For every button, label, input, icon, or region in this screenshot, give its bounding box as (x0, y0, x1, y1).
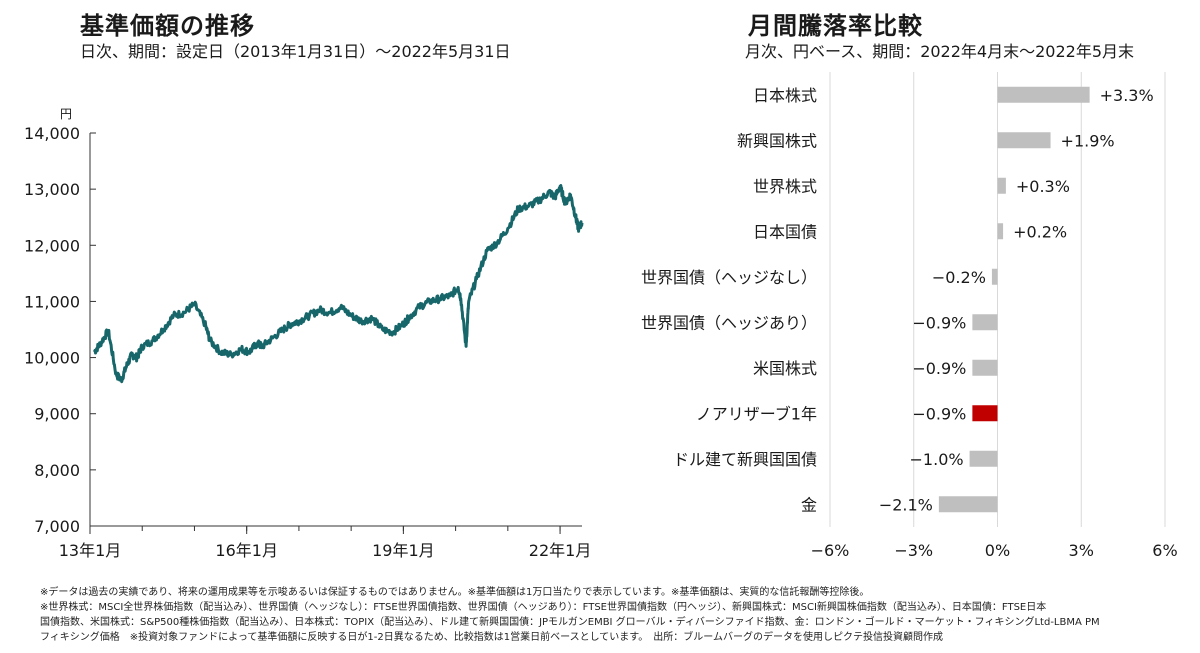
x-tick-label: −3% (894, 541, 933, 560)
bar (991, 268, 998, 285)
y-tick-label: 10,000 (24, 349, 80, 368)
data-label: +3.3% (1100, 86, 1154, 105)
data-label: −0.9% (912, 404, 966, 423)
category-label: 日本国債 (753, 222, 817, 241)
x-tick-label: 22年1月 (529, 541, 592, 560)
y-tick-label: 7,000 (34, 517, 80, 536)
category-label: 世界株式 (753, 177, 817, 196)
nav-series-line (92, 184, 584, 384)
price-line-chart: 7,000 8,000 9,000 10,000 11,000 12,000 13,000 1… (24, 107, 592, 560)
y-tick-label: 11,000 (24, 292, 80, 311)
return-bar-chart: −6% −3% 0% 3% 6% 日本株式 +3.3% 新興国株式 +1.9% 世界株式 +0.3%… (641, 72, 1178, 560)
data-label: −1.0% (910, 450, 964, 469)
y-axis-unit: 円 (60, 107, 72, 121)
bar (997, 177, 1006, 194)
x-tick-label: 16年1月 (215, 541, 278, 560)
data-label: −0.2% (932, 268, 986, 287)
bar-chart-title: 月間騰落率比較 (748, 12, 923, 40)
x-tick-label: 3% (1069, 541, 1094, 560)
footnote-line-1: ※データは過去の実績であり、将来の運用成果等を示唆あるいは保証するものではありま… (40, 587, 870, 598)
x-tick-label: 19年1月 (372, 541, 435, 560)
footnote-line-2: ※世界株式：MSCI全世界株価指数（配当込み）、世界国債（ヘッジなし）：FTSE… (40, 602, 1047, 613)
bar-chart-subtitle: 月次、円ベース、期間：2022年4月末～2022年5月末 (745, 42, 1134, 61)
footnote-line-3: 国債指数、米国株式：S&P500種株価指数（配当込み）、日本株式：TOPIX（配… (40, 617, 1100, 628)
category-label: 金 (801, 495, 817, 514)
category-label: 世界国債（ヘッジなし） (641, 268, 817, 287)
data-label: −0.9% (912, 359, 966, 378)
bar (972, 359, 998, 376)
bar (969, 450, 998, 467)
line-chart-subtitle: 日次、期間：設定日（2013年1月31日）～2022年5月31日 (80, 42, 511, 61)
x-tick-label: 0% (985, 541, 1010, 560)
footnote-line-4: フィキシング価格 ※投資対象ファンドによって基準価額に反映する日が1-2日異なる… (40, 632, 943, 643)
x-tick-label: 6% (1152, 541, 1177, 560)
category-label: ドル建て新興国国債 (673, 450, 817, 469)
y-tick-label: 9,000 (34, 405, 80, 424)
y-tick-label: 14,000 (24, 124, 80, 143)
line-chart-title: 基準価額の推移 (80, 12, 255, 40)
y-tick-label: 13,000 (24, 180, 80, 199)
bar (972, 314, 998, 331)
data-label: +1.9% (1061, 131, 1115, 150)
y-tick-label: 12,000 (24, 236, 80, 255)
y-tick-label: 8,000 (34, 461, 80, 480)
bar (938, 496, 998, 513)
bar (997, 86, 1090, 103)
data-label: +0.2% (1013, 222, 1067, 241)
bar (997, 223, 1004, 240)
data-label: −2.1% (879, 495, 933, 514)
x-tick-label: 13年1月 (59, 541, 122, 560)
x-tick-label: −6% (811, 541, 850, 560)
category-label: ノアリザーブ1年 (696, 404, 817, 423)
bar (997, 132, 1051, 149)
category-label: 世界国債（ヘッジあり） (641, 313, 817, 332)
category-label: 米国株式 (753, 359, 817, 378)
category-label: 日本株式 (753, 86, 817, 105)
data-label: +0.3% (1016, 177, 1070, 196)
category-label: 新興国株式 (737, 131, 817, 150)
data-label: −0.9% (912, 313, 966, 332)
highlighted-bar (972, 405, 998, 422)
